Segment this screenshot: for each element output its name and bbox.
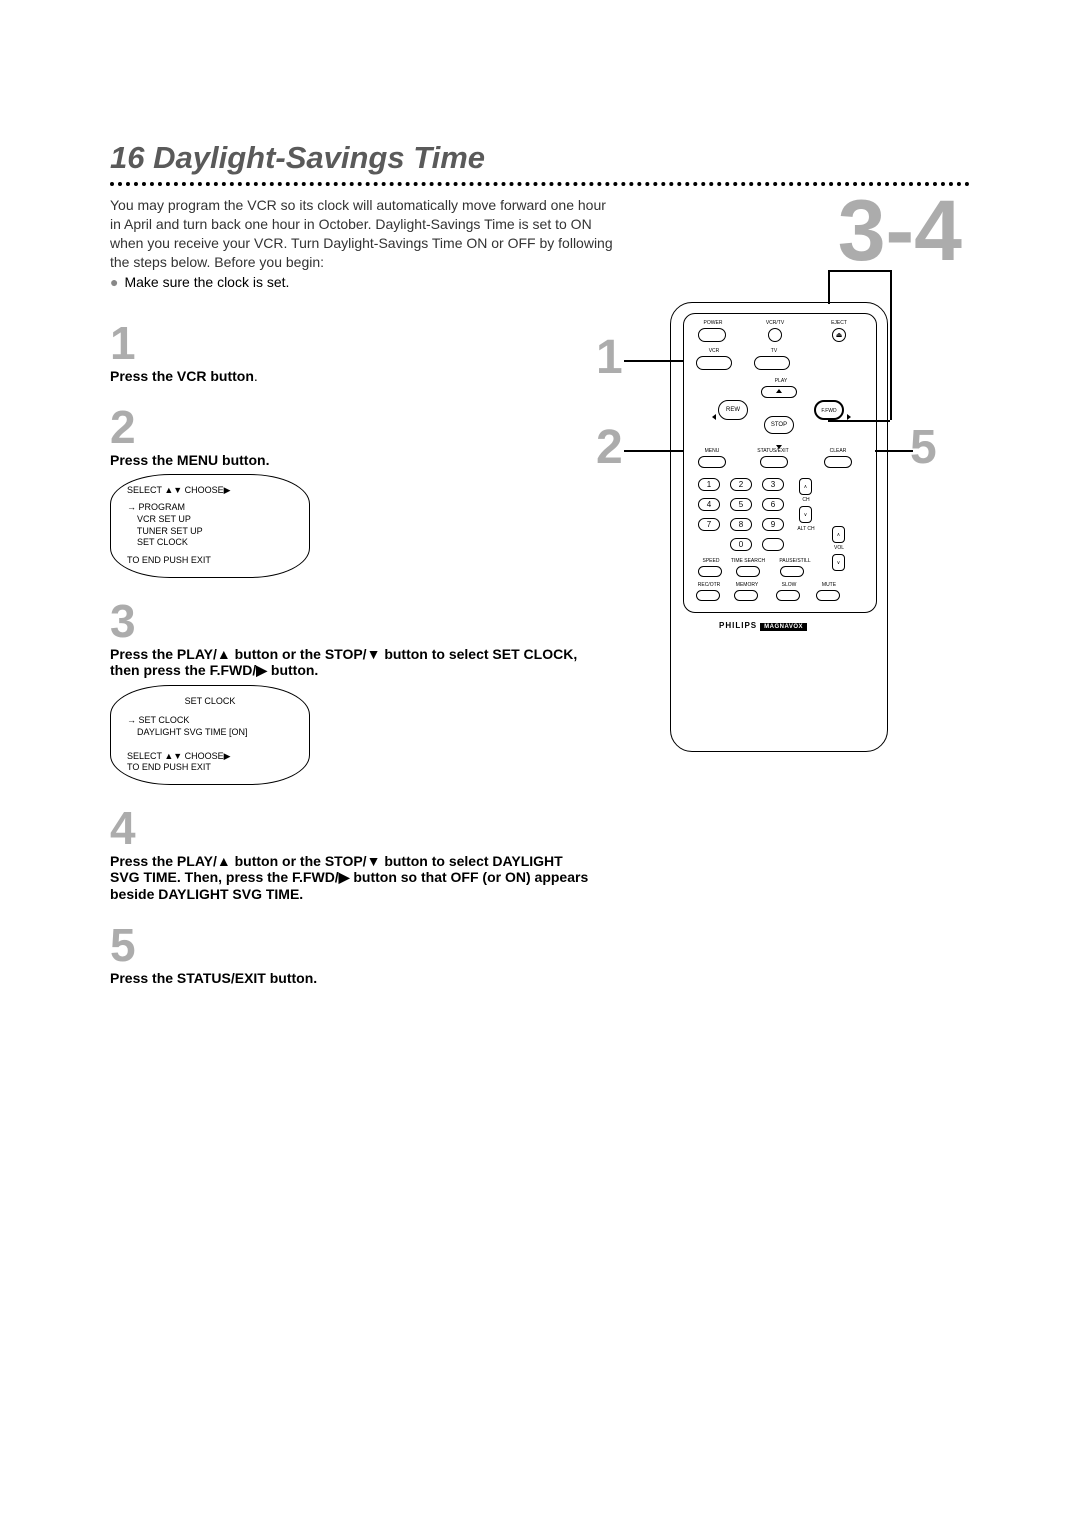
memory-label: MEMORY [732,582,762,588]
memory-button[interactable] [734,590,758,601]
menu1-footer: TO END PUSH EXIT [127,555,293,567]
recotr-label: REC/OTR [694,582,724,588]
status-exit-button[interactable] [760,456,788,468]
step-4-number: 4 [110,805,970,851]
num-2[interactable]: 2 [730,478,752,491]
speed-button[interactable] [698,566,722,577]
rew-arrow-icon [712,407,716,425]
timesearch-label: TIME SEARCH [728,558,768,564]
brand-magnavox: MAGNAVOX [760,623,807,631]
step-5-number: 5 [110,922,970,968]
eject-button[interactable]: ⏏ [832,328,846,342]
menu1-line: SET CLOCK [127,537,293,549]
tv-label: TV [764,348,784,354]
callout-5: 5 [910,420,937,475]
pause-button[interactable] [780,566,804,577]
brand-bar: PHILIPSMAGNAVOX [719,621,807,630]
mute-button[interactable] [816,590,840,601]
num-0[interactable]: 0 [730,538,752,551]
menu-label: MENU [698,448,726,454]
vcr-label: VCR [704,348,724,354]
speed-label: SPEED [698,558,724,564]
altch-label: ALT CH [788,526,824,532]
ffwd-button[interactable]: F.FWD [814,400,844,420]
intro-paragraph: You may program the VCR so its clock wil… [110,196,620,272]
clear-label: CLEAR [824,448,852,454]
slow-button[interactable] [776,590,800,601]
step-4-text: Press the PLAY/▲ button or the STOP/▼ bu… [110,853,590,902]
menu-box-1: SELECT ▲▼ CHOOSE▶ → PROGRAM VCR SET UP T… [110,474,310,578]
ch-label: CH [798,497,814,503]
ffwd-arrow-icon [847,407,851,425]
num-5[interactable]: 5 [730,498,752,511]
slow-label: SLOW [776,582,802,588]
remote-inset: POWER VCR/TV EJECT ⏏ VCR TV PLAY REW F.F… [683,313,877,613]
num-1[interactable]: 1 [698,478,720,491]
page-title: 16 Daylight-Savings Time [110,140,970,176]
num-3[interactable]: 3 [762,478,784,491]
vcrtv-button[interactable] [768,328,782,342]
title-text: Daylight-Savings Time [153,140,485,175]
power-button[interactable] [698,328,726,342]
vcrtv-label: VCR/TV [760,320,790,326]
mute-label: MUTE [816,582,842,588]
menu2-footer1: SELECT ▲▼ CHOOSE▶ [127,751,293,763]
menu-button[interactable] [698,456,726,468]
brand-philips: PHILIPS [719,621,757,630]
rew-button[interactable]: REW [718,400,748,420]
tv-button[interactable] [754,356,790,370]
menu1-header: SELECT ▲▼ CHOOSE▶ [127,485,293,497]
callout-bracket [828,270,830,304]
step-5-text: Press the STATUS/EXIT button. [110,970,970,986]
page-number: 16 [110,140,144,175]
ch-up-button[interactable]: ∧ [799,478,812,495]
callout-bracket [890,270,892,420]
menu2-footer2: TO END PUSH EXIT [127,762,293,774]
blank-key[interactable] [762,538,784,551]
eject-label: EJECT [824,320,854,326]
step-3-text: Press the PLAY/▲ button or the STOP/▼ bu… [110,646,590,679]
pause-label: PAUSE/STILL [776,558,814,564]
num-6[interactable]: 6 [762,498,784,511]
recotr-button[interactable] [696,590,720,601]
callout-2: 2 [596,420,623,475]
status-label: STATUS/EXIT [750,448,796,454]
remote-diagram: 1 2 5 POWER VCR/TV EJECT ⏏ VCR TV PLAY R… [600,290,950,765]
remote-body: POWER VCR/TV EJECT ⏏ VCR TV PLAY REW F.F… [670,302,888,752]
vol-down-button[interactable]: ∨ [832,554,845,571]
play-label: PLAY [769,378,793,384]
menu2-line: DAYLIGHT SVG TIME [ON] [127,727,293,739]
callout-3-4: 3-4 [838,182,962,281]
stop-button[interactable]: STOP [764,416,794,434]
menu1-line: VCR SET UP [127,514,293,526]
menu1-line: TUNER SET UP [127,526,293,538]
num-9[interactable]: 9 [762,518,784,531]
num-4[interactable]: 4 [698,498,720,511]
callout-bracket [828,270,890,272]
play-up-icon [776,389,782,393]
menu2-line: → SET CLOCK [127,715,293,727]
menu1-line: → PROGRAM [127,502,293,514]
timesearch-button[interactable] [736,566,760,577]
num-8[interactable]: 8 [730,518,752,531]
vol-label: VOL [831,545,847,551]
callout-1: 1 [596,330,623,385]
vcr-button[interactable] [696,356,732,370]
clear-button[interactable] [824,456,852,468]
play-button[interactable] [761,386,797,398]
power-label: POWER [698,320,728,326]
menu2-title: SET CLOCK [127,696,293,708]
ch-down-button[interactable]: ∨ [799,506,812,523]
vol-up-button[interactable]: ∧ [832,526,845,543]
menu-box-2: SET CLOCK → SET CLOCK DAYLIGHT SVG TIME … [110,685,310,785]
num-7[interactable]: 7 [698,518,720,531]
